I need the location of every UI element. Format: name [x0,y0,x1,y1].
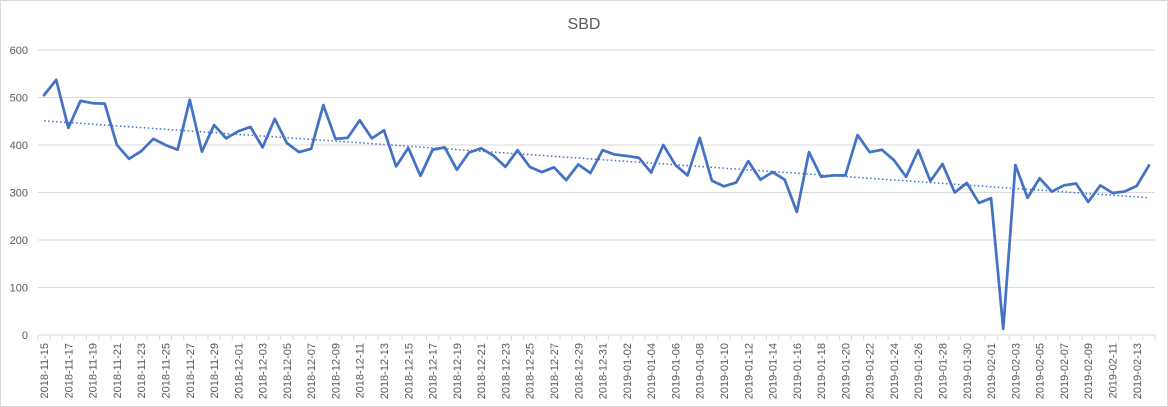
x-tick-label: 2018-11-29 [209,343,221,398]
x-tick-label: 2019-01-28 [938,343,950,399]
x-tick-label: 2018-12-23 [500,343,512,399]
x-tick-label: 2019-02-05 [1035,343,1047,399]
x-tick-label: 2019-01-06 [670,343,682,399]
y-tick-label: 100 [10,283,28,295]
x-tick-label: 2019-02-07 [1059,343,1071,399]
x-tick-label: 2019-01-04 [646,343,658,399]
trendline-layer [44,120,1149,199]
x-tick-label: 2018-12-31 [598,343,610,399]
trendline [44,120,1149,199]
x-tick-label: 2019-02-13 [1132,343,1144,399]
x-tick-label: 2018-12-11 [355,343,367,398]
x-tick-label: 2018-12-09 [330,343,342,399]
x-tick-label: 2019-01-14 [768,343,780,399]
x-tick-label: 2018-12-13 [379,343,391,399]
x-tick-label: 2018-12-21 [476,343,488,399]
x-tick-label: 2018-12-01 [233,343,245,399]
x-tick-label: 2018-12-03 [258,343,270,399]
y-tick-label: 200 [10,235,28,247]
chart-title: SBD [568,16,601,33]
x-tick-label: 2018-12-29 [573,343,585,399]
x-tick-label: 2018-12-25 [525,343,537,399]
x-tick-label: 2019-01-30 [962,343,974,399]
x-tick-label: 2018-12-05 [282,343,294,399]
x-tick-label: 2019-02-03 [1010,343,1022,399]
x-tick-label: 2019-01-24 [889,343,901,399]
y-tick-label: 600 [10,45,28,57]
x-tick-label: 2019-02-09 [1083,343,1095,399]
x-axis: 2018-11-15 2018-11-17 2018-11-19 2018-11-21… [37,335,1156,399]
series-layer [42,78,1151,331]
series-line [42,78,1151,331]
x-tick-label: 2018-12-17 [428,343,440,399]
x-tick-label: 2019-01-22 [865,343,877,399]
x-tick-label: 2019-01-10 [719,343,731,399]
x-tick-label: 2018-12-15 [403,343,415,399]
x-tick-label: 2019-01-02 [622,343,634,399]
x-tick-label: 2019-01-18 [816,343,828,399]
x-tick-label: 2018-12-07 [306,343,318,399]
x-tick-label: 2019-01-20 [840,343,852,399]
x-tick-label: 2018-11-25 [160,343,172,398]
x-tick-label: 2018-12-19 [452,343,464,399]
x-tick-label: 2019-02-01 [986,343,998,399]
x-tick-label: 2018-11-17 [63,343,75,398]
x-tick-label: 2018-11-23 [136,343,148,398]
y-axis: 0 100 200 300 400 500 600 [10,45,28,342]
x-tick-label: 2018-12-27 [549,343,561,399]
y-tick-label: 400 [10,140,28,152]
x-tick-label: 2018-11-15 [39,343,51,398]
y-tick-label: 500 [10,93,28,105]
x-tick-label: 2018-11-21 [112,343,124,398]
x-tick-label: 2019-01-12 [743,343,755,399]
x-tick-label: 2019-02-11 [1108,343,1120,398]
x-tick-label: 2018-11-19 [88,343,100,398]
y-tick-label: 0 [22,330,28,342]
y-tick-label: 300 [10,188,28,200]
x-tick-label: 2019-01-08 [695,343,707,399]
x-tick-label: 2019-01-26 [913,343,925,399]
x-tick-label: 2018-11-27 [185,343,197,398]
grid-lines [38,49,1155,336]
x-tick-label: 2019-01-16 [792,343,804,399]
